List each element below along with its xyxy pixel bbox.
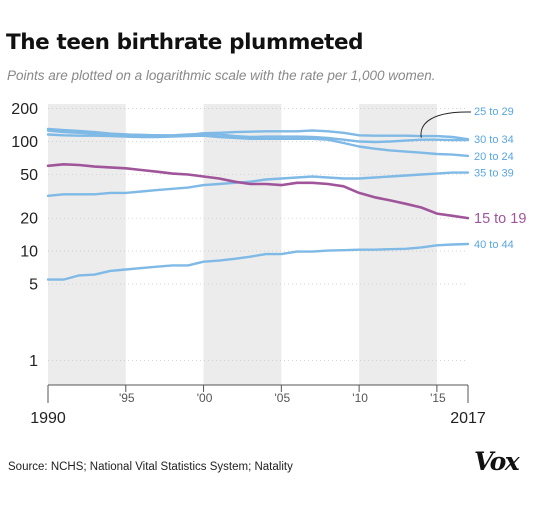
y-tick-label: 50 [20, 167, 38, 184]
callout-line [420, 111, 472, 138]
source-note: Source: NCHS; National Vital Statistics … [8, 461, 293, 473]
series-label-15-to-19: 15 to 19 [474, 211, 526, 227]
shaded-band-0 [48, 104, 126, 385]
y-tick-label: 5 [29, 277, 38, 294]
y-axis: 200 100 50 20 10 5 1 [11, 101, 468, 370]
series-lines [46, 127, 470, 281]
chart-title: The teen birthrate plummeted [6, 30, 364, 55]
vox-logo: Vox [474, 447, 520, 476]
series-label-40-to-44: 40 to 44 [474, 239, 514, 251]
series-line-20-to-24 [46, 133, 470, 158]
x-axis: 1990 '95 '00 '05 '10 '15 2017 [30, 385, 486, 427]
x-tick-label: '95 [119, 391, 135, 405]
y-tick-label: 10 [20, 244, 38, 261]
x-tick-label: '00 [197, 391, 213, 405]
x-tick-label: '05 [275, 391, 291, 405]
series-label-20-to-24: 20 to 24 [474, 151, 514, 163]
shaded-band-2 [359, 104, 437, 385]
series-line-30-to-34 [46, 129, 470, 141]
y-tick-label: 100 [11, 134, 38, 151]
y-tick-label: 20 [20, 211, 38, 228]
line-chart: 200 100 50 20 10 5 1 1990 '95 '00 '05 '10 '15 2017 3… [11, 101, 526, 427]
shaded-band-1 [203, 104, 282, 385]
x-tick-label: '15 [430, 391, 446, 405]
series-label-30-to-34: 30 to 34 [474, 134, 514, 146]
shaded-bands [48, 104, 437, 385]
series-line-35-to-39 [46, 171, 470, 198]
series-line-40-to-44 [46, 242, 470, 281]
x-tick-label: 2017 [450, 410, 486, 427]
y-tick-label: 200 [11, 101, 38, 118]
series-line-15-to-19 [46, 163, 470, 220]
x-tick-label: '10 [352, 391, 368, 405]
x-tick-label: 1990 [30, 410, 66, 427]
series-label-25-to-29: 25 to 29 [474, 106, 514, 118]
series-labels: 30 to 34 20 to 24 35 to 39 15 to 19 40 to 44… [420, 106, 526, 251]
series-label-35-to-39: 35 to 39 [474, 168, 514, 180]
y-tick-label: 1 [29, 353, 38, 370]
chart-subtitle: Points are plotted on a logarithmic scal… [7, 68, 436, 83]
